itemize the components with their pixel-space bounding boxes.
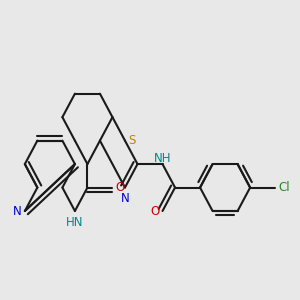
Text: Cl: Cl <box>278 181 290 194</box>
Text: O: O <box>116 181 125 194</box>
Text: N: N <box>121 192 129 205</box>
Text: S: S <box>128 134 136 147</box>
Text: HN: HN <box>66 216 84 229</box>
Text: O: O <box>150 205 159 218</box>
Text: N: N <box>13 205 22 218</box>
Text: NH: NH <box>154 152 171 165</box>
